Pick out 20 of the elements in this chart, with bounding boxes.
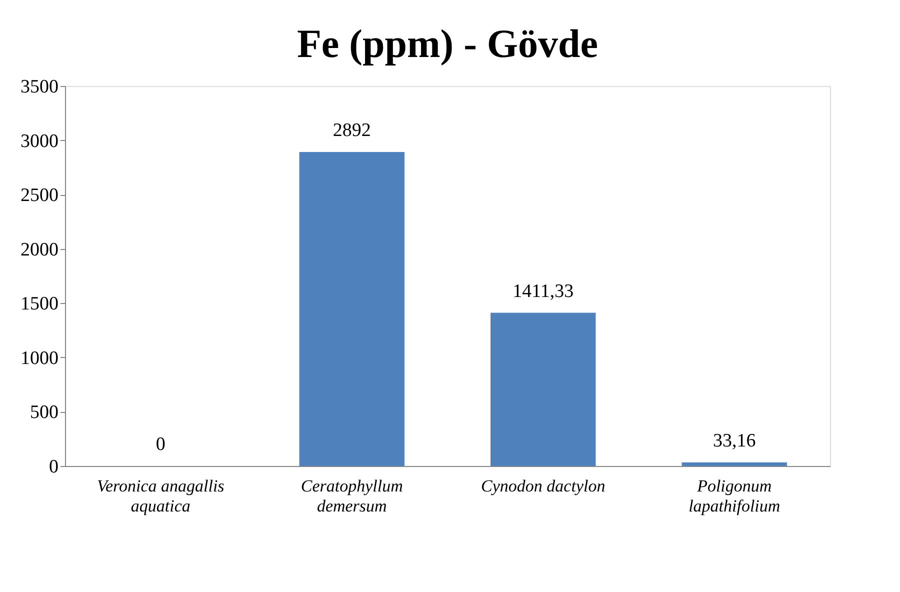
data-label: 2892 xyxy=(332,120,371,142)
y-tick-label: 3000 xyxy=(20,130,58,152)
x-tick-label: Poligonum lapathifolium xyxy=(688,476,780,516)
bar xyxy=(490,312,596,466)
x-tick-label: Cynodon dactylon xyxy=(481,476,606,496)
y-tick-label: 500 xyxy=(30,402,58,424)
data-label: 0 xyxy=(156,434,166,455)
data-label: 1411,33 xyxy=(512,280,574,302)
y-tick-label: 1000 xyxy=(20,348,58,369)
y-tick-label: 1500 xyxy=(20,294,58,315)
x-tick-label: Veronica anagallis aquatica xyxy=(96,476,225,516)
chart-title: Fe (ppm) - Gövde xyxy=(296,21,598,66)
x-tick-label: Ceratophyllum demersum xyxy=(300,476,403,516)
data-label: 33,16 xyxy=(713,430,756,452)
y-tick-label: 2500 xyxy=(20,185,58,206)
y-tick-label: 2000 xyxy=(20,239,58,260)
y-tick-label: 3500 xyxy=(20,76,58,98)
bar xyxy=(682,462,787,466)
y-tick-label: 0 xyxy=(49,456,58,478)
bar xyxy=(299,152,404,466)
